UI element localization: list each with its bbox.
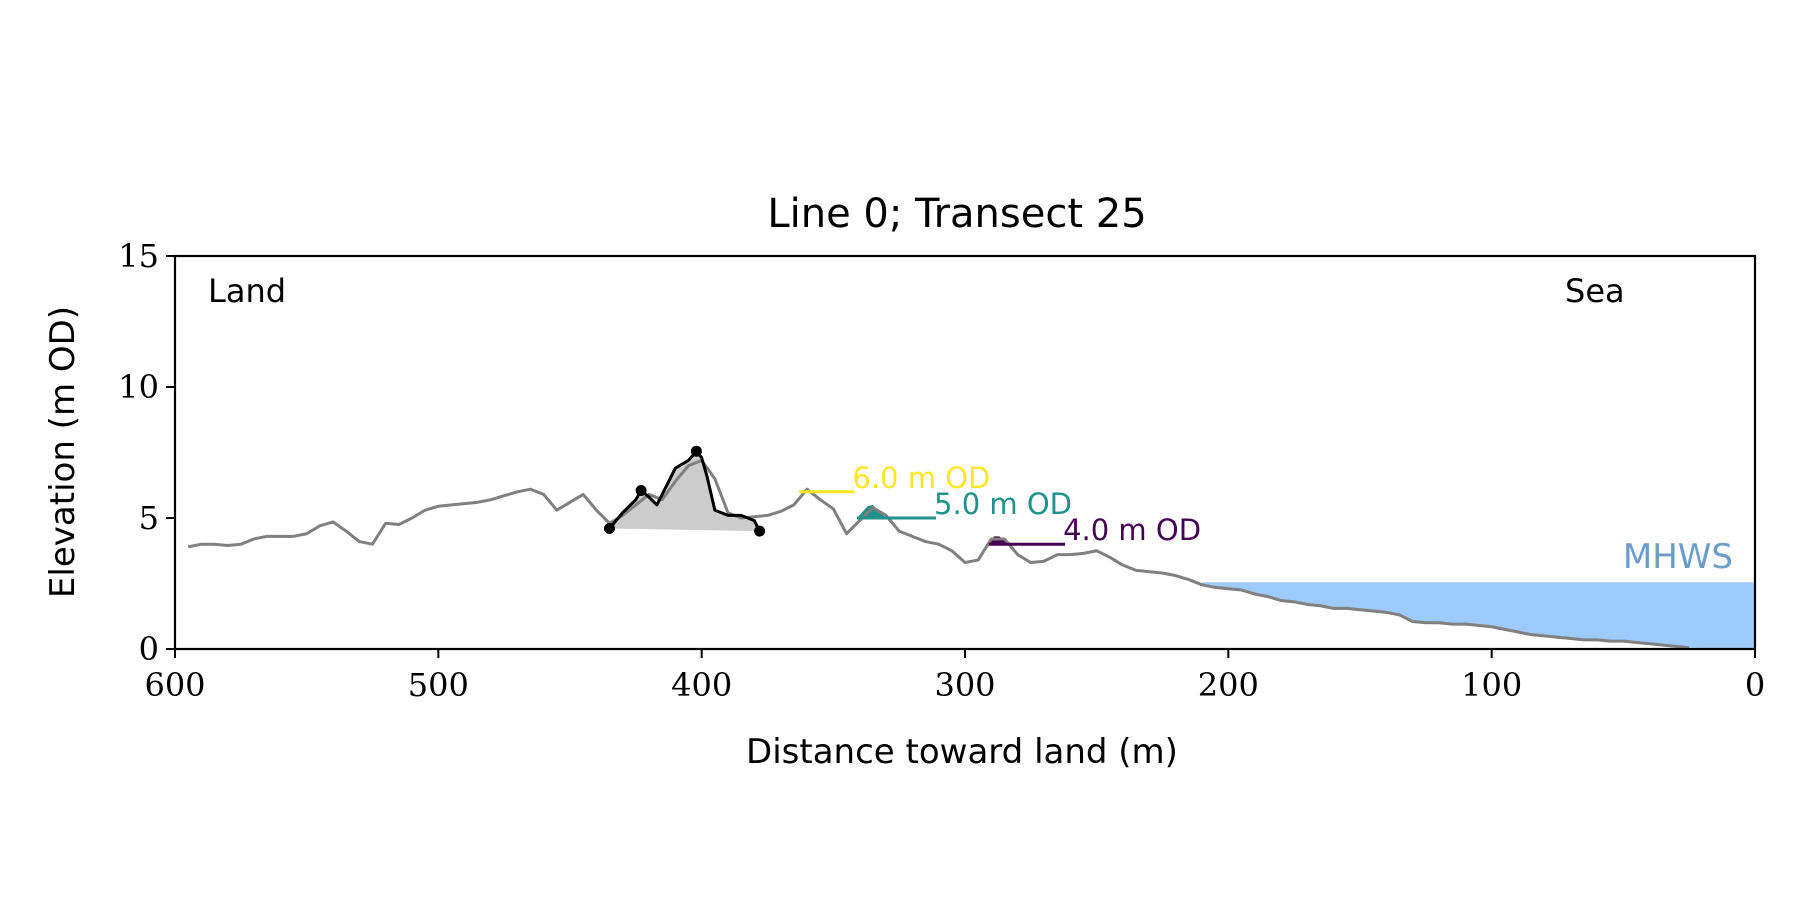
- x-tick-label-3: 300: [934, 666, 995, 704]
- x-tick-label-1: 500: [408, 666, 469, 704]
- level-label-1: 5.0 m OD: [934, 487, 1072, 521]
- chart-title: Line 0; Transect 25: [767, 191, 1146, 237]
- mhws-sea-area: [1202, 582, 1755, 649]
- x-tick-label-4: 200: [1198, 666, 1259, 704]
- sea-annotation: Sea: [1565, 272, 1625, 310]
- land-annotation: Land: [208, 272, 286, 310]
- y-tick-label-3: 15: [118, 237, 159, 275]
- y-axis-label: Elevation (m OD): [43, 306, 83, 598]
- x-tick-label-2: 400: [671, 666, 732, 704]
- level-label-0: 6.0 m OD: [852, 461, 990, 495]
- plot-area: 6.0 m OD5.0 m OD4.0 m OD MHWS: [187, 445, 1755, 650]
- y-tick-label-2: 10: [118, 368, 159, 406]
- profile-line: [187, 458, 1690, 650]
- y-tick-label-0: 0: [139, 630, 159, 668]
- dune-marker-3: [754, 525, 766, 537]
- y-tick-label-1: 5: [139, 499, 159, 537]
- dune-marker-1: [635, 484, 647, 496]
- dune-marker-2: [690, 445, 702, 457]
- x-tick-label-6: 0: [1745, 666, 1765, 704]
- y-axis: 0 5 10 15: [118, 237, 175, 668]
- x-tick-label-0: 600: [144, 666, 205, 704]
- x-axis-label: Distance toward land (m): [746, 732, 1178, 772]
- x-axis: 600 500 400 300 200 100 0: [144, 649, 1765, 704]
- dune-fill: [609, 451, 760, 532]
- level-label-2: 4.0 m OD: [1063, 513, 1201, 547]
- x-tick-label-5: 100: [1461, 666, 1522, 704]
- dune-marker-0: [604, 522, 615, 534]
- mhws-label: MHWS: [1623, 537, 1733, 577]
